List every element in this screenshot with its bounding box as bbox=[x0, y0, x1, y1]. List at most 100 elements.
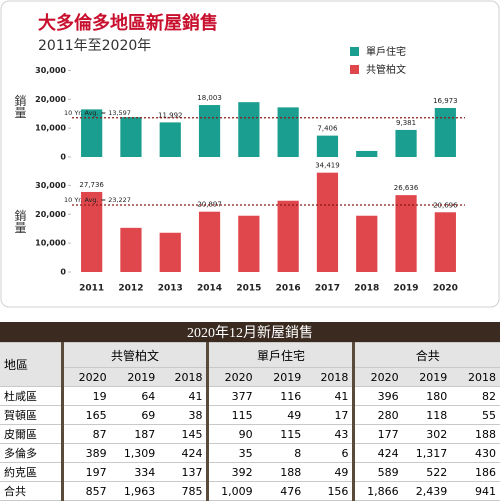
region-name: 合共 bbox=[0, 481, 62, 501]
y-tick-label: 10,000 bbox=[35, 239, 66, 248]
cell: 115 bbox=[256, 424, 306, 444]
x-tick-label: 2019 bbox=[394, 284, 419, 294]
bar bbox=[159, 232, 181, 272]
table-title: 2020年12月新屋銷售 bbox=[0, 322, 500, 343]
value-label: 34,419 bbox=[315, 162, 340, 170]
y-tick-label: 0 bbox=[60, 153, 66, 162]
cell: 17 bbox=[305, 405, 354, 425]
value-label: 18,003 bbox=[197, 94, 222, 102]
cell: 116 bbox=[256, 386, 306, 406]
year-header: 2018 bbox=[451, 367, 500, 387]
group-row: 地區 共管柏文 單戶住宅 合共 bbox=[0, 342, 500, 387]
cell: 156 bbox=[305, 481, 354, 501]
bar bbox=[316, 135, 339, 157]
cell: 424 bbox=[352, 443, 403, 463]
region-name: 皮爾區 bbox=[0, 424, 62, 444]
bar bbox=[238, 215, 260, 272]
value-label: 26,636 bbox=[394, 184, 419, 192]
year-row: 2020 2019 2018 2020 2019 2018 2020 2019 2018 bbox=[0, 367, 500, 387]
bar bbox=[159, 122, 181, 157]
y-tick-label: 20,000 bbox=[35, 95, 66, 104]
cell: 55 bbox=[451, 405, 500, 425]
x-tick-label: 2015 bbox=[236, 284, 261, 294]
cell: 1,866 bbox=[352, 481, 403, 501]
region-name: 約克區 bbox=[0, 462, 62, 482]
bar bbox=[198, 211, 221, 272]
cell: 1,309 bbox=[110, 443, 160, 463]
cell: 87 bbox=[60, 424, 111, 444]
year-header: 2019 bbox=[256, 367, 306, 387]
cell: 377 bbox=[206, 386, 257, 406]
cell: 118 bbox=[402, 405, 452, 425]
chart-title: 大多倫多地區新屋銷售 bbox=[38, 12, 218, 34]
bar bbox=[120, 117, 142, 157]
data-row: 杜咸區 19 64 41 377 116 41 396 180 82 bbox=[0, 386, 500, 406]
data-row: 賀頓區 165 69 38 115 49 17 280 118 55 bbox=[0, 405, 500, 425]
bar bbox=[356, 150, 378, 157]
cell: 90 bbox=[206, 424, 257, 444]
bar bbox=[356, 215, 378, 272]
year-header: 2018 bbox=[305, 367, 354, 387]
year-header: 2018 bbox=[159, 367, 208, 387]
cell: 49 bbox=[256, 405, 306, 425]
cell: 69 bbox=[110, 405, 160, 425]
cell: 280 bbox=[352, 405, 403, 425]
cell: 41 bbox=[159, 386, 208, 406]
y-tick-label: 30,000 bbox=[35, 181, 66, 190]
cell: 188 bbox=[256, 462, 306, 482]
region-header: 地區 bbox=[0, 342, 62, 387]
cell: 1,317 bbox=[402, 443, 452, 463]
title-row: 2020年12月新屋銷售 bbox=[0, 322, 500, 343]
cell: 522 bbox=[402, 462, 452, 482]
sales-table: 2020年12月新屋銷售 地區 共管柏文 單戶住宅 合共 2020 2019 2018 2020… bbox=[0, 322, 500, 501]
average-label: 10 Yr. Avg. = 23,227 bbox=[64, 196, 131, 204]
cell: 334 bbox=[110, 462, 160, 482]
cell: 137 bbox=[159, 462, 208, 482]
cell: 392 bbox=[206, 462, 257, 482]
cell: 430 bbox=[451, 443, 500, 463]
legend-swatch bbox=[350, 65, 359, 74]
x-tick-label: 2012 bbox=[118, 284, 143, 294]
year-header: 2020 bbox=[60, 367, 111, 387]
cell: 2,439 bbox=[402, 481, 452, 501]
cell: 64 bbox=[110, 386, 160, 406]
cell: 8 bbox=[256, 443, 306, 463]
year-header: 2020 bbox=[206, 367, 257, 387]
legend-swatch bbox=[350, 47, 359, 56]
cell: 389 bbox=[60, 443, 111, 463]
group-header: 單戶住宅 bbox=[206, 342, 354, 368]
bar bbox=[316, 172, 339, 272]
cell: 197 bbox=[60, 462, 111, 482]
group-header: 合共 bbox=[352, 342, 500, 368]
year-header: 2020 bbox=[352, 367, 403, 387]
x-tick-label: 2020 bbox=[433, 284, 458, 294]
region-name: 多倫多 bbox=[0, 443, 62, 463]
legend-label: 共管柏文 bbox=[366, 63, 406, 76]
cell: 857 bbox=[60, 481, 111, 501]
cell: 302 bbox=[402, 424, 452, 444]
y-axis-label: 銷量 bbox=[13, 208, 27, 233]
y-tick-label: 30,000 bbox=[35, 66, 66, 75]
cell: 177 bbox=[352, 424, 403, 444]
data-row: 多倫多 389 1,309 424 35 8 6 424 1,317 430 bbox=[0, 443, 500, 463]
cell: 187 bbox=[110, 424, 160, 444]
data-row: 皮爾區 87 187 145 90 115 43 177 302 188 bbox=[0, 424, 500, 444]
x-tick-label: 2016 bbox=[276, 284, 301, 294]
cell: 49 bbox=[305, 462, 354, 482]
average-label: 10 Yr. Avg. = 13,597 bbox=[64, 109, 131, 117]
bar bbox=[81, 109, 103, 157]
value-label: 27,736 bbox=[79, 181, 104, 189]
bar bbox=[395, 129, 417, 157]
cell: 186 bbox=[451, 462, 500, 482]
bar bbox=[277, 200, 299, 272]
region-name: 杜咸區 bbox=[0, 386, 62, 406]
cell: 165 bbox=[60, 405, 111, 425]
bar bbox=[198, 105, 221, 157]
x-tick-label: 2018 bbox=[354, 284, 379, 294]
cell: 180 bbox=[402, 386, 452, 406]
year-header: 2019 bbox=[402, 367, 452, 387]
bar bbox=[434, 212, 456, 272]
cell: 38 bbox=[159, 405, 208, 425]
value-label: 11,992 bbox=[158, 111, 183, 119]
